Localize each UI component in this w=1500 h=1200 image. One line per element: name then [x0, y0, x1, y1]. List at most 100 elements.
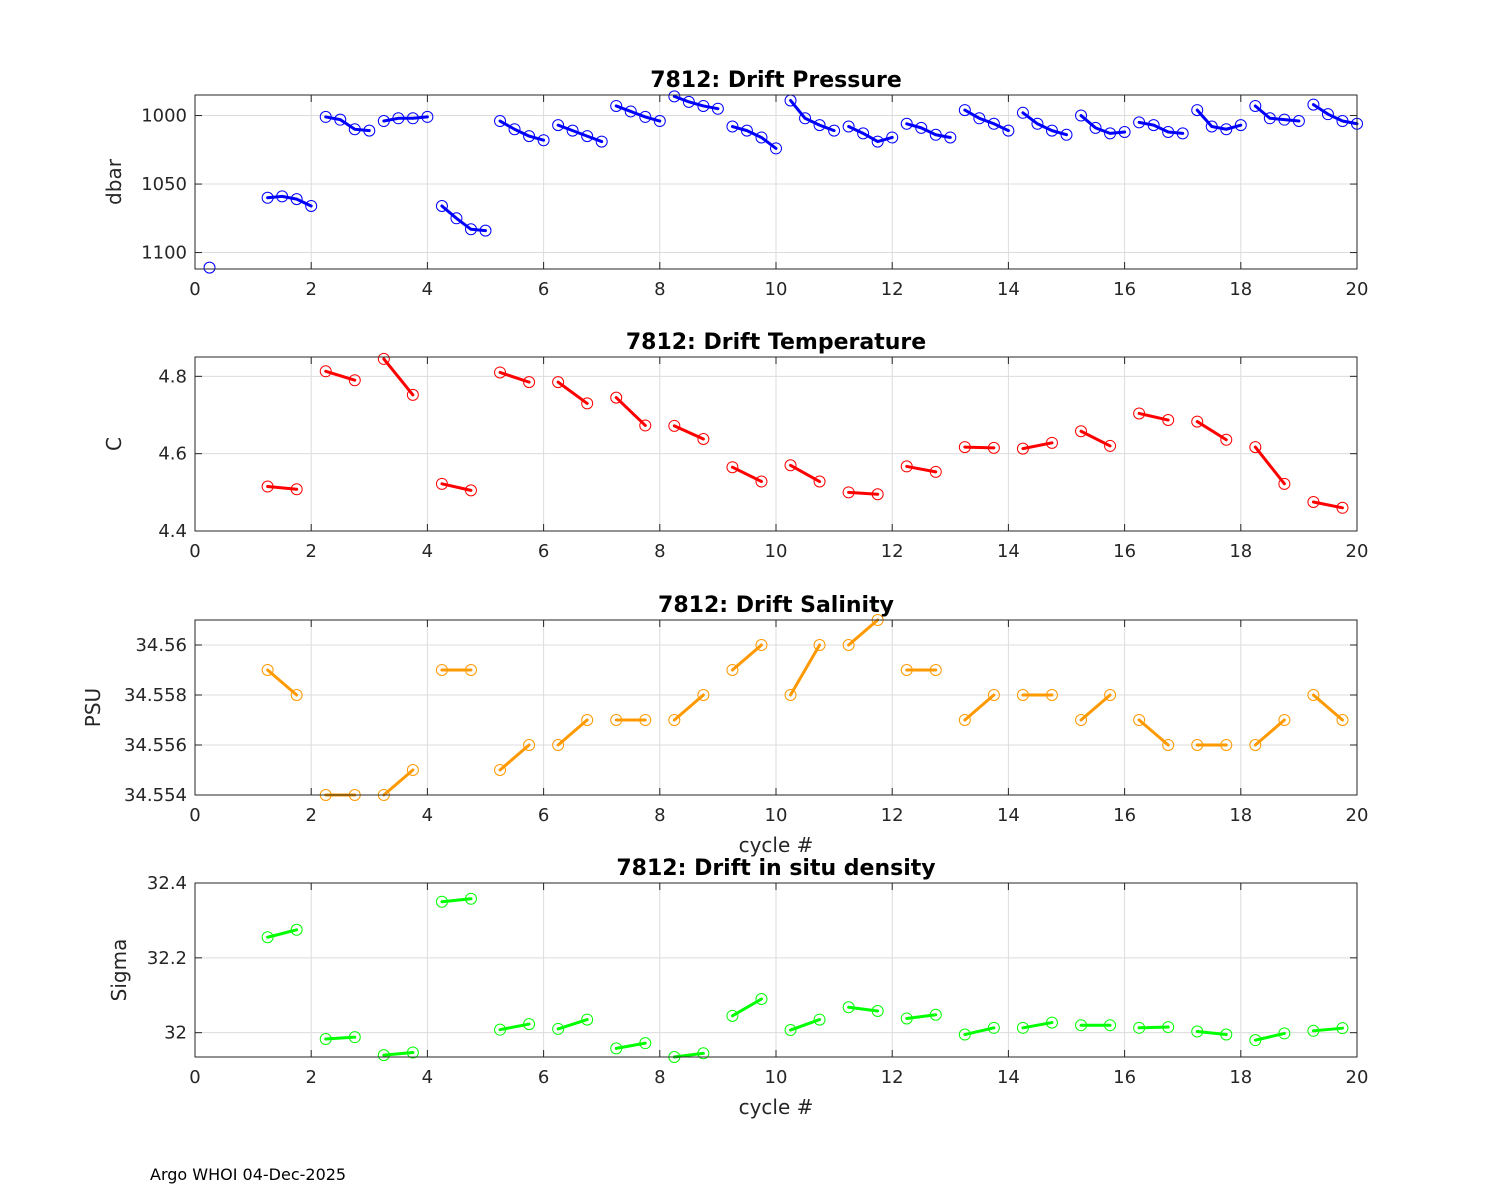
x-tick-label: 4	[422, 805, 433, 826]
data-point	[610, 1042, 623, 1055]
data-point	[1278, 1027, 1291, 1040]
x-tick-label: 8	[654, 1067, 665, 1088]
series-line	[1021, 1021, 1054, 1030]
data-point	[1292, 115, 1305, 128]
data-point	[1162, 125, 1175, 138]
data-point	[1278, 714, 1291, 726]
data-point	[944, 131, 957, 144]
data-point	[1045, 436, 1058, 449]
panel-salinity: 0 2 4 6 8 10 12 14 16 18 20 34.554 34.556 34.558 34.56…	[81, 593, 1368, 857]
data-point	[755, 639, 768, 651]
data-point	[479, 224, 492, 237]
data-point	[842, 1001, 855, 1014]
data-point	[639, 110, 652, 123]
series-line	[905, 1013, 938, 1020]
panel-density: 0 2 4 6 8 10 12 14 16 18 20 32 32.2 32.4 7812: Drift i…	[107, 856, 1368, 1119]
data-point	[900, 664, 913, 676]
data-point	[552, 376, 565, 389]
series-line	[847, 618, 880, 647]
data-point	[392, 112, 405, 125]
data-point	[1249, 441, 1262, 454]
footer-credit: Argo WHOI 04-Dec-2025	[150, 1165, 347, 1184]
x-tick-label: 18	[1229, 1067, 1252, 1088]
data-point	[929, 128, 942, 141]
data-point	[886, 131, 899, 144]
data-point	[319, 110, 332, 123]
data-point	[900, 460, 913, 473]
x-tick-label: 4	[422, 279, 433, 300]
series-line	[556, 718, 589, 747]
data-point	[1321, 108, 1334, 121]
x-tick-label: 18	[1229, 541, 1252, 562]
y-axis-label: Sigma	[107, 939, 131, 1002]
data-point	[610, 391, 623, 404]
x-tick-label: 10	[765, 1067, 788, 1088]
data-point	[726, 1009, 739, 1022]
data-point	[581, 1013, 594, 1026]
data-point	[552, 119, 565, 132]
data-point	[784, 689, 797, 701]
data-point	[363, 124, 376, 137]
axes-frame	[194, 619, 1358, 796]
x-tick-label: 12	[881, 1067, 904, 1088]
data-point	[900, 117, 913, 130]
x-tick-label: 18	[1229, 279, 1252, 300]
data-point	[842, 486, 855, 499]
series-line	[847, 490, 880, 496]
data-point	[1278, 477, 1291, 490]
data-point	[348, 374, 361, 387]
data-point	[1016, 1021, 1029, 1034]
data-point	[464, 484, 477, 497]
y-tick-label: 32	[164, 1023, 187, 1044]
data-point	[697, 1047, 710, 1060]
series-line	[963, 445, 996, 450]
data-point	[276, 190, 289, 203]
data-point	[290, 689, 303, 701]
series-line	[324, 115, 371, 133]
x-tick-label: 8	[654, 279, 665, 300]
y-tick-label: 1100	[141, 243, 187, 264]
series-line	[730, 643, 763, 672]
x-tick-label: 6	[538, 1067, 549, 1088]
x-tick-label: 16	[1113, 279, 1136, 300]
data-point	[1162, 739, 1175, 751]
y-tick-label: 4.8	[158, 366, 187, 387]
data-point	[1133, 714, 1146, 726]
data-point	[261, 931, 274, 944]
data-point	[900, 1012, 913, 1025]
data-point	[1104, 439, 1117, 452]
data-point	[1162, 414, 1175, 427]
data-point	[755, 131, 768, 144]
data-point	[1191, 415, 1204, 428]
series-line	[672, 1051, 705, 1059]
data-point	[639, 714, 652, 726]
data-point	[421, 110, 434, 123]
data-point	[1191, 739, 1204, 751]
series-line	[1137, 120, 1185, 135]
data-point	[697, 99, 710, 112]
x-axis-label: cycle #	[739, 1095, 814, 1119]
data-point	[1075, 109, 1088, 122]
data-point	[290, 483, 303, 496]
series-line	[1195, 1030, 1228, 1037]
x-tick-label: 16	[1113, 805, 1136, 826]
data-point	[494, 764, 507, 776]
series-line	[440, 204, 487, 233]
series-line	[1079, 693, 1112, 722]
data-point	[1249, 1034, 1262, 1047]
series-line	[556, 123, 604, 144]
series-line	[614, 104, 662, 123]
x-tick-label: 20	[1346, 1067, 1369, 1088]
series-line	[730, 125, 778, 150]
data-point	[624, 105, 637, 118]
data-point	[464, 664, 477, 676]
data-point	[203, 261, 216, 274]
x-tick-label: 2	[305, 1067, 316, 1088]
x-tick-label: 4	[422, 541, 433, 562]
data-point	[1307, 496, 1320, 508]
x-tick-label: 6	[538, 279, 549, 300]
data-point	[726, 461, 739, 474]
data-point	[334, 113, 347, 126]
x-axis-label: cycle #	[739, 833, 814, 857]
